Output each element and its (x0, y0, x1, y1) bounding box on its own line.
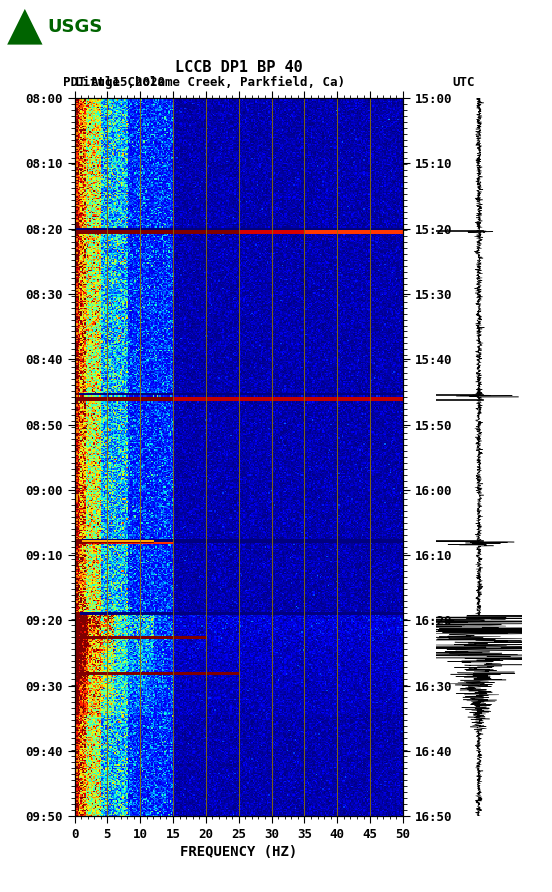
X-axis label: FREQUENCY (HZ): FREQUENCY (HZ) (180, 845, 298, 859)
Text: Aug15,2020: Aug15,2020 (91, 77, 166, 89)
Text: PDT: PDT (63, 77, 86, 89)
Text: UTC: UTC (453, 77, 475, 89)
Text: LCCB DP1 BP 40: LCCB DP1 BP 40 (175, 61, 302, 75)
Polygon shape (7, 9, 43, 45)
Text: USGS: USGS (47, 18, 102, 36)
Text: Little Cholame Creek, Parkfield, Ca): Little Cholame Creek, Parkfield, Ca) (75, 77, 345, 89)
